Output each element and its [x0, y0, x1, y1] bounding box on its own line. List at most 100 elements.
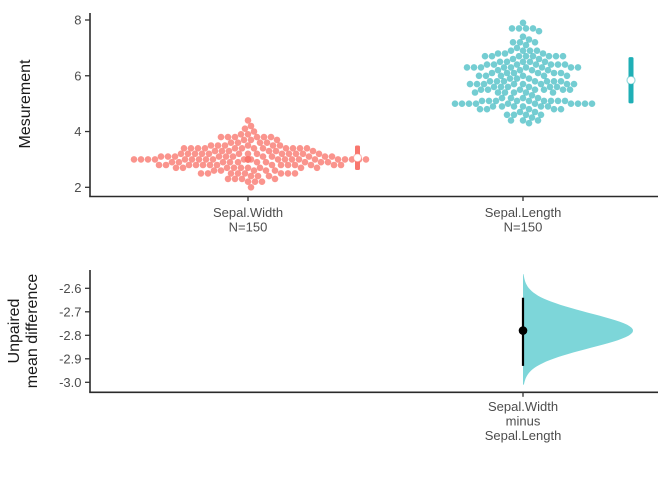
- data-point: [473, 80, 481, 88]
- data-point: [282, 145, 290, 152]
- data-point: [276, 142, 284, 149]
- data-point: [231, 133, 239, 141]
- data-point: [470, 64, 478, 71]
- data-point: [522, 41, 530, 49]
- data-point: [508, 25, 516, 32]
- data-point: [516, 108, 524, 116]
- data-point: [528, 92, 536, 99]
- data-point: [525, 75, 533, 82]
- data-point: [477, 64, 485, 71]
- data-point: [490, 83, 498, 91]
- mean-sd-summary-bars: [352, 57, 636, 171]
- data-point: [472, 100, 480, 107]
- data-point: [258, 178, 266, 185]
- data-point: [269, 142, 277, 149]
- data-point: [187, 145, 195, 152]
- data-point: [151, 156, 159, 163]
- data-point: [227, 170, 235, 177]
- mean-marker: [352, 153, 363, 163]
- data-point: [497, 72, 505, 80]
- data-point: [199, 161, 207, 169]
- data-point: [305, 153, 313, 160]
- data-point: [362, 156, 370, 163]
- data-point: [297, 164, 305, 172]
- data-point: [557, 78, 565, 85]
- data-point: [253, 133, 261, 141]
- data-point: [291, 161, 299, 169]
- data-point: [540, 72, 548, 80]
- data-point: [244, 164, 252, 172]
- data-point: [195, 156, 203, 163]
- data-point: [522, 25, 530, 32]
- data-point: [330, 161, 338, 169]
- data-point: [253, 158, 261, 166]
- data-point: [271, 175, 279, 183]
- data-point: [543, 78, 551, 85]
- data-point: [289, 145, 297, 152]
- swarm-sepal-length: [451, 19, 596, 127]
- data-point: [513, 97, 521, 105]
- data-point: [458, 100, 466, 107]
- data-point: [263, 139, 271, 146]
- data-point: [188, 156, 196, 163]
- data-point: [234, 139, 242, 146]
- data-point: [494, 50, 502, 57]
- data-point: [303, 145, 311, 152]
- data-point: [516, 39, 524, 46]
- data-point: [480, 80, 488, 88]
- data-point: [301, 158, 309, 166]
- data-point: [515, 25, 523, 32]
- data-point: [588, 100, 596, 107]
- data-point: [247, 184, 255, 191]
- data-point: [492, 97, 500, 105]
- data-point: [537, 80, 545, 88]
- data-point: [483, 105, 491, 113]
- data-point: [201, 145, 209, 152]
- y-tick-label: -2.6: [59, 281, 81, 296]
- data-point: [210, 167, 218, 174]
- data-point: [205, 150, 213, 158]
- data-point: [234, 158, 242, 166]
- bottom-y-axis-title-line1: Unpaired: [6, 299, 23, 364]
- data-point: [540, 86, 548, 93]
- data-point: [337, 161, 345, 169]
- data-point: [519, 80, 527, 88]
- data-point: [484, 86, 492, 93]
- data-point: [209, 156, 217, 163]
- data-point: [265, 172, 273, 180]
- data-point: [507, 47, 515, 54]
- data-point: [537, 111, 545, 119]
- data-point: [299, 150, 307, 158]
- data-point: [324, 158, 332, 166]
- mean-difference-marker: [518, 326, 528, 335]
- data-point: [507, 117, 515, 124]
- data-point: [510, 111, 518, 119]
- data-point: [526, 58, 534, 66]
- y-tick-label: 6: [74, 68, 81, 83]
- data-point: [237, 131, 245, 138]
- data-point: [534, 94, 542, 102]
- data-point: [493, 78, 501, 85]
- data-point: [574, 100, 582, 107]
- data-point: [510, 89, 518, 96]
- data-point: [194, 145, 202, 152]
- data-point: [137, 156, 145, 163]
- data-point: [494, 66, 502, 74]
- data-point: [525, 97, 533, 105]
- bootstrap-violin: [523, 274, 633, 385]
- data-point: [488, 69, 496, 77]
- data-point: [498, 94, 506, 102]
- data-point: [500, 64, 508, 71]
- data-point: [317, 158, 325, 166]
- data-point: [237, 164, 245, 172]
- data-point: [554, 61, 562, 68]
- data-point: [288, 156, 296, 163]
- data-point: [315, 150, 323, 158]
- data-point: [277, 170, 285, 177]
- data-point: [224, 133, 232, 141]
- data-point: [144, 156, 152, 163]
- data-point: [224, 175, 232, 183]
- data-point: [531, 78, 539, 85]
- data-point: [546, 83, 554, 91]
- data-point: [525, 36, 533, 43]
